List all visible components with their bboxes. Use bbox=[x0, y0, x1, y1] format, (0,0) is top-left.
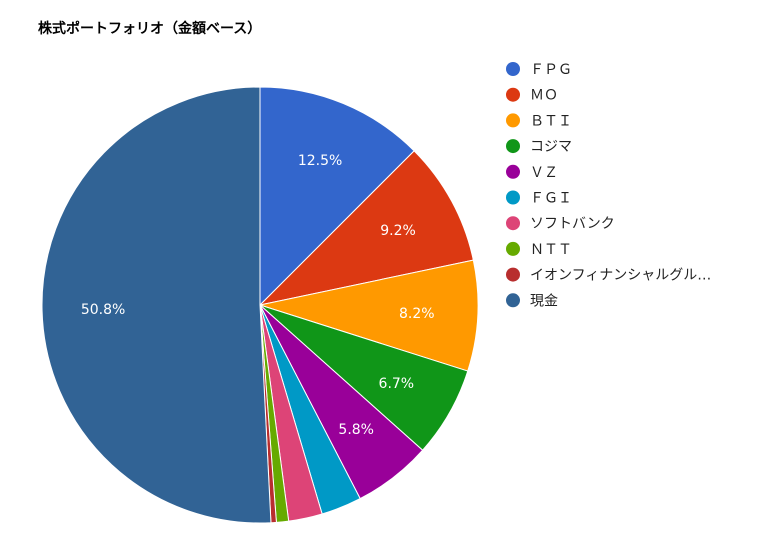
legend-label-5: ＶＺ bbox=[530, 165, 558, 181]
pie-slice-1[interactable] bbox=[259, 86, 415, 307]
legend-swatch-5 bbox=[506, 164, 520, 179]
pie-labels: 12.5% 9.2% 8.2% 6.7% 5.8% 50.8% bbox=[81, 153, 435, 438]
legend-label-10: 現金 bbox=[530, 293, 558, 309]
pie-label-slice-10: 50.8% bbox=[81, 302, 125, 318]
legend-swatch-9 bbox=[506, 267, 520, 282]
legend-label-2: ＭＯ bbox=[530, 88, 558, 104]
pie-label-slice-4: 6.7% bbox=[379, 376, 415, 392]
legend-label-1: ＦＰＧ bbox=[530, 62, 572, 78]
legend-swatch-3 bbox=[506, 113, 520, 128]
legend-label-9: イオンフィナンシャルグル… bbox=[530, 268, 711, 284]
legend-item-2[interactable]: ＭＯ bbox=[506, 87, 558, 104]
legend-swatch-10 bbox=[506, 293, 520, 308]
legend-swatch-4 bbox=[506, 139, 520, 154]
legend-label-7: ソフトバンク bbox=[530, 216, 615, 232]
legend-item-6[interactable]: ＦＧＩ bbox=[506, 190, 572, 207]
pie-label-slice-1: 12.5% bbox=[298, 153, 342, 169]
legend-label-6: ＦＧＩ bbox=[530, 191, 572, 207]
legend-item-10[interactable]: 現金 bbox=[506, 293, 558, 309]
chart-title: 株式ポートフォリオ（金額ベース） bbox=[38, 20, 261, 37]
pie-slice-2[interactable] bbox=[258, 150, 474, 306]
legend-item-8[interactable]: ＮＴＴ bbox=[506, 241, 572, 258]
legend-swatch-1 bbox=[506, 62, 520, 76]
legend-item-4[interactable]: コジマ bbox=[506, 139, 572, 155]
legend-item-3[interactable]: ＢＴＩ bbox=[506, 113, 572, 129]
pie-label-slice-2: 9.2% bbox=[380, 223, 416, 239]
legend-label-8: ＮＴＴ bbox=[530, 242, 572, 258]
legend-item-5[interactable]: ＶＺ bbox=[506, 164, 558, 181]
legend-swatch-7 bbox=[506, 216, 520, 231]
pie-slices bbox=[41, 86, 479, 524]
legend: ＦＰＧ ＭＯ ＢＴＩ コジマ ＶＺ ＦＧＩ ソフトバンク ＮＴＴ イオンフィナンシャルグル… 現金 bbox=[506, 62, 711, 309]
legend-item-7[interactable]: ソフトバンク bbox=[506, 216, 615, 232]
pie-label-slice-5: 5.8% bbox=[338, 422, 374, 438]
legend-item-1[interactable]: ＦＰＧ bbox=[506, 62, 572, 78]
pie-slice-3[interactable] bbox=[258, 259, 479, 372]
pie-slice-10[interactable] bbox=[41, 86, 272, 524]
legend-swatch-8 bbox=[506, 241, 520, 256]
legend-item-9[interactable]: イオンフィナンシャルグル… bbox=[506, 267, 711, 284]
pie-label-slice-3: 8.2% bbox=[399, 306, 435, 322]
legend-swatch-6 bbox=[506, 190, 520, 205]
legend-label-3: ＢＴＩ bbox=[530, 113, 572, 129]
legend-label-4: コジマ bbox=[530, 139, 572, 155]
legend-swatch-2 bbox=[506, 87, 520, 102]
